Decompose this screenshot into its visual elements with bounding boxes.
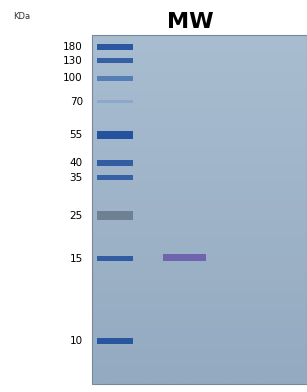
Text: MW: MW — [167, 12, 214, 32]
Text: 15: 15 — [70, 254, 83, 264]
Bar — [98, 131, 133, 139]
Text: 180: 180 — [63, 42, 83, 52]
Text: 70: 70 — [70, 97, 83, 107]
Text: 100: 100 — [63, 73, 83, 83]
Bar — [98, 44, 133, 50]
Bar — [98, 100, 133, 103]
Text: 55: 55 — [70, 130, 83, 140]
Bar — [98, 256, 133, 261]
Text: 130: 130 — [63, 56, 83, 66]
Bar — [98, 160, 133, 166]
Text: KDa: KDa — [13, 12, 30, 21]
Text: 25: 25 — [70, 211, 83, 221]
Bar — [98, 76, 133, 81]
Bar — [98, 211, 133, 220]
Bar — [98, 175, 133, 180]
Text: 35: 35 — [70, 172, 83, 183]
Bar — [92, 35, 307, 384]
Bar — [98, 58, 133, 64]
Bar — [163, 254, 206, 261]
Bar — [98, 338, 133, 344]
Text: 10: 10 — [70, 336, 83, 346]
Text: 40: 40 — [70, 158, 83, 168]
